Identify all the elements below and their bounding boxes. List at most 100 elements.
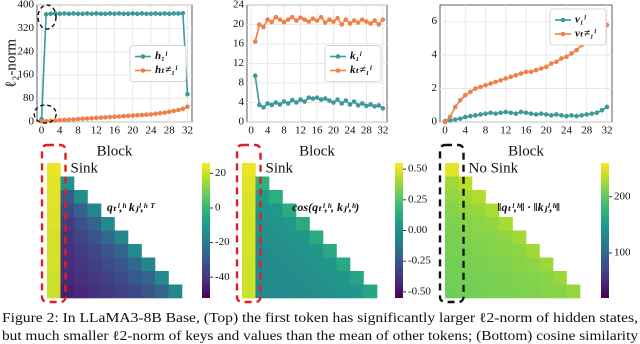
x-axis-label: Block (299, 143, 335, 159)
x-tick-label: 8 (483, 125, 489, 137)
point (574, 113, 579, 119)
heat-cell (282, 244, 297, 258)
legend-label: hₜ≠₁ˡ (155, 64, 178, 76)
heat-cell (296, 257, 310, 272)
heat-cell (336, 257, 351, 272)
point (57, 11, 63, 17)
x-tick-label: 4 (57, 125, 63, 137)
point (257, 102, 262, 108)
x-tick-label: 24 (145, 125, 157, 137)
heat-cell (255, 217, 270, 231)
point (335, 15, 340, 21)
point (483, 82, 488, 88)
point (508, 110, 514, 116)
point (322, 96, 328, 101)
x-tick-label: 8 (281, 125, 287, 137)
heat-cell (242, 203, 256, 218)
point (125, 11, 131, 17)
heat-cell (47, 176, 61, 191)
point (523, 110, 529, 116)
point (261, 24, 266, 30)
heat-cell (47, 230, 61, 245)
point (343, 17, 349, 22)
heat-cell (485, 284, 500, 299)
point (513, 111, 519, 116)
heat-cell (128, 284, 142, 299)
heat-cell (458, 217, 473, 231)
point (171, 11, 177, 16)
point (503, 76, 509, 81)
point (554, 112, 559, 117)
point (310, 96, 316, 101)
point (43, 12, 49, 17)
heat-cell (114, 244, 129, 258)
x-tick-label: 0 (442, 125, 448, 137)
point (269, 19, 275, 25)
heat-cell (242, 217, 256, 231)
point (548, 113, 554, 118)
point (523, 69, 529, 75)
y-tick-label: 24 (233, 0, 245, 11)
point (153, 111, 158, 117)
point (372, 18, 377, 23)
colorbar-label: 100 (614, 247, 631, 259)
heat-cell (242, 176, 256, 191)
point (488, 81, 493, 86)
point (185, 91, 190, 97)
point (62, 117, 67, 123)
point (103, 11, 108, 17)
heat-cell (255, 271, 270, 285)
heat-cell (60, 176, 75, 191)
legend-marker (335, 68, 341, 73)
y-tick-label: 20 (233, 18, 245, 30)
x-tick-label: 16 (109, 125, 121, 137)
point (171, 108, 177, 114)
heat-cell (74, 217, 88, 231)
heat-cell (296, 230, 310, 245)
colorbar-label: 0.00 (408, 224, 428, 236)
annotation: No Sink (469, 160, 519, 176)
heat-cell (485, 271, 500, 285)
point (543, 64, 549, 70)
heat-cell (87, 271, 102, 285)
point (257, 22, 262, 27)
heat-cell (282, 203, 297, 218)
heat-cell (47, 244, 61, 258)
heat-cell (539, 257, 554, 272)
x-tick-label: 32 (377, 125, 388, 137)
heat-cell (74, 190, 88, 204)
heat-cell (114, 230, 129, 245)
point (457, 97, 463, 103)
point (166, 11, 172, 17)
point (273, 100, 279, 105)
point (294, 100, 299, 105)
point (364, 19, 369, 24)
heat-cell (309, 230, 324, 245)
heat-cell (101, 271, 115, 285)
heat-cell (553, 271, 567, 285)
heat-cell (128, 244, 142, 258)
point (157, 110, 163, 116)
x-tick-label: 8 (75, 125, 81, 137)
point (166, 109, 172, 115)
heat-cell (282, 271, 297, 285)
x-tick-label: 28 (581, 125, 593, 137)
heat-cell (87, 217, 102, 231)
point (89, 11, 95, 17)
point (130, 11, 136, 16)
legend-marker (140, 54, 146, 59)
y-tick-label: 16 (233, 38, 245, 50)
point (584, 112, 590, 117)
point (144, 11, 149, 17)
heat-cell (87, 230, 102, 245)
point (310, 16, 316, 21)
heat-cell (47, 284, 61, 299)
point (75, 11, 81, 17)
point (447, 114, 453, 120)
point (538, 66, 544, 71)
heat-cell (445, 257, 459, 272)
point (468, 89, 473, 95)
point (107, 114, 113, 120)
heat-cell (282, 257, 297, 272)
y-tick-label: 4 (432, 49, 438, 61)
